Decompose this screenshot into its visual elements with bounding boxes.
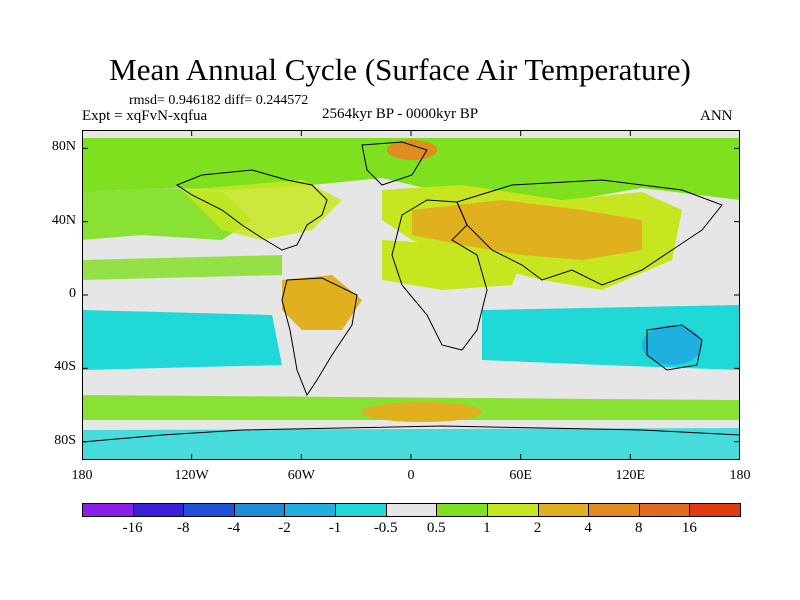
stats-text: rmsd= 0.946182 diff= 0.244572 <box>129 93 309 108</box>
colorbar-label: 2 <box>533 520 542 536</box>
field-north-america <box>182 180 342 240</box>
field-south-pacific <box>82 310 282 370</box>
season-label: ANN <box>700 108 733 124</box>
lon-label: 120E <box>615 468 646 483</box>
lon-label: 0 <box>407 468 415 483</box>
colorbar-label: 8 <box>635 520 643 536</box>
field-equatorial-band <box>82 255 282 280</box>
period-label: 2564kyr BP - 0000kyr BP <box>322 106 479 122</box>
colorbar-label: 4 <box>584 520 592 536</box>
coastlines <box>82 141 740 443</box>
colorbar-swatch <box>284 503 337 517</box>
colorbar-label: 0.5 <box>426 520 446 536</box>
coast-australia <box>646 324 703 371</box>
plot-title: Mean Annual Cycle (Surface Air Temperatu… <box>109 52 691 87</box>
colorbar-swatch <box>638 503 691 517</box>
field-southern-ocean-warm <box>362 402 482 422</box>
colorbar-swatch <box>385 503 438 517</box>
colorbar-swatch <box>486 503 539 517</box>
field-eurasia-core <box>412 200 642 260</box>
field-sahara <box>382 240 522 290</box>
colorbar-label: 16 <box>681 520 697 536</box>
colorbar-label: -4 <box>227 520 241 536</box>
lat-label: 40S <box>54 359 76 375</box>
colorbar-label: -8 <box>176 520 190 536</box>
colorbar-swatch <box>689 503 741 517</box>
colorbar-swatch <box>588 503 640 517</box>
lat-label: 80S <box>54 432 76 448</box>
field-south-indian <box>482 305 740 370</box>
field-antarctica <box>82 428 740 460</box>
lon-label: 180 <box>729 468 751 483</box>
coast-antarctica <box>82 425 740 443</box>
colorbar-swatch <box>537 503 590 517</box>
colorbar-label: -16 <box>122 520 143 536</box>
colorbar-swatch <box>233 503 286 517</box>
coast-asia <box>456 179 723 286</box>
field-amazon <box>282 275 362 330</box>
lat-label: 0 <box>69 286 76 301</box>
lon-label: 60E <box>509 468 532 483</box>
coast-greenland <box>361 141 428 186</box>
lon-label: 60W <box>287 468 315 483</box>
colorbar-swatch <box>335 503 387 517</box>
axis-ticks <box>82 130 740 460</box>
coast-north-america <box>175 169 328 251</box>
colorbar-swatch <box>183 503 235 517</box>
colorbar-label: -2 <box>278 520 291 536</box>
lon-label: 120W <box>174 468 209 483</box>
colorbar <box>82 503 741 517</box>
lat-label: 40N <box>51 212 76 228</box>
colorbar-label: -0.5 <box>373 520 398 536</box>
colorbar-label: 1 <box>483 520 491 536</box>
colorbar-swatch <box>82 503 134 517</box>
lon-label: 180 <box>71 468 93 483</box>
field-australia <box>642 325 702 365</box>
lat-label: 80N <box>51 139 76 155</box>
coast-south-america <box>281 277 358 397</box>
experiment-label: Expt = xqFvN-xqfua <box>82 108 208 124</box>
colorbar-swatch <box>132 503 185 517</box>
colorbar-swatch <box>436 503 488 517</box>
colorbar-label: -1 <box>328 520 342 536</box>
map-panel <box>82 130 740 460</box>
map-svg <box>82 130 740 460</box>
